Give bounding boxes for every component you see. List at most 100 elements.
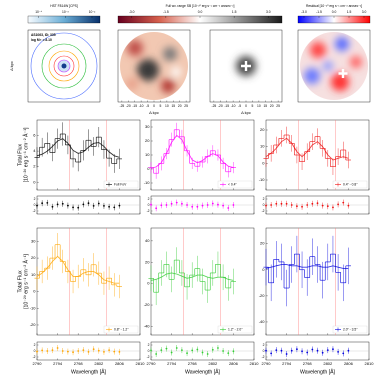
residual-point [201,351,204,354]
residual-point [165,347,168,350]
legend-box [217,325,253,334]
residual-point [211,202,214,205]
panel-frame [150,119,255,191]
residual-y-tick-label: 2 [148,197,150,201]
colorbar-tick-label: -1.5 [163,10,169,14]
residual-point [77,206,80,209]
legend-label: 2.0" - 3.5" [343,327,358,331]
x-tick-label: 2794 [282,361,292,366]
residual-point [265,349,267,352]
residual-point [337,351,339,353]
map-tick-label: 20 [178,104,182,108]
x-tick-label: 2798 [74,361,84,366]
residual-point [206,353,209,355]
residual-point [181,202,183,205]
residual-point [118,351,121,353]
residual-point [46,350,49,352]
residual-y-tick-label: 2 [34,197,36,201]
residual-point [92,205,95,207]
legend-label: 0.8" - 1.2" [114,327,129,331]
map-tick-label: 5 [160,104,162,108]
x-tick-label: 2794 [53,361,63,366]
residual-point [155,353,158,355]
residual-point [51,349,54,351]
residual-point [232,204,235,206]
aperture [30,32,98,100]
y-tick-label: 20 [145,138,150,143]
colorbar-tick-label: 3.0 [362,10,367,14]
x-tick-label: 2806 [229,361,239,366]
map-residual [297,29,371,103]
y-tick-label: 10 [260,144,265,149]
residual-point [311,348,314,351]
y-tick-label: -40 [259,319,266,324]
colorbar-label: Residual [10⁻²⁰ erg s⁻¹ cm⁻² arcsec⁻²] [306,4,362,8]
residual-y-tick-label: -2 [262,355,265,359]
residual-y-tick-label: 0 [148,349,150,353]
residual-point [342,201,345,204]
y-tick-label: 20 [145,259,150,264]
y-tick-label: 20 [260,127,265,132]
residual-point [36,350,38,353]
panel: 0 2 4 6 -2 0 2 Total Flux [10⁻²⁰ erg s⁻¹ cm⁻² Å⁻… [17,119,141,215]
colorbar-label: HST F814W [CPS] [50,4,78,8]
residual-point [222,350,225,352]
residual-point [285,202,288,205]
residual-point [87,351,90,353]
residual-point [175,201,178,204]
colorbar [27,15,101,24]
map-tick-label: -10 [139,104,144,108]
residual-point [265,204,267,207]
residual-point [56,347,59,349]
residual-point [270,352,273,355]
model-line [265,137,349,161]
residual-point [186,204,188,206]
y-tick-label: 0 [33,179,36,184]
residual-point [222,204,225,207]
model-line [150,134,234,169]
y-tick-label: 4 [33,148,36,153]
residual-point [113,350,116,353]
residual-point [337,203,339,206]
colorbar-tick-label: 1.5 [232,10,237,14]
y-axis-label: Total Flux [17,270,23,293]
x-axis-label: Wavelength [Å] [71,368,107,375]
map-tick-label: 10 [165,104,169,108]
residual-y-tick-label: 0 [263,203,265,207]
y-tick-label: 0 [262,160,265,165]
y-tick-label: 6 [33,133,36,138]
map-tick-label: -15 [132,104,137,108]
residual-point [332,348,334,351]
y-tick-label: 10 [31,272,36,277]
map-tick-label: -15 [224,104,229,108]
map-tick-label: 0 [153,104,155,108]
legend-box [103,325,139,334]
residual-point [160,204,163,207]
colorbar-strips [27,15,371,24]
residual-point [160,349,163,351]
residual-point [227,207,230,209]
map-tick-label: -25 [211,104,216,108]
map-model [209,29,283,103]
y-tick-label: 0 [147,281,150,286]
map-info: AS1063, ID: 335 [31,33,56,37]
residual-point [326,349,329,351]
y-tick-label: 30 [145,124,150,129]
residual-point [97,349,100,352]
x-tick-label: 2790 [147,361,157,366]
residual-point [67,350,69,353]
colorbar-tick-label: -3.0 [129,10,135,14]
residual-y-tick-label: -2 [147,355,150,359]
residual-y-tick-label: -2 [147,209,150,213]
legend-box [103,180,139,189]
residual-point [150,349,152,352]
residual-point [321,351,324,354]
residual-point [97,202,100,205]
model-line [265,264,349,269]
y-tick-label: -20 [259,293,266,298]
colorbar-tick-label: 1.5 [347,10,352,14]
